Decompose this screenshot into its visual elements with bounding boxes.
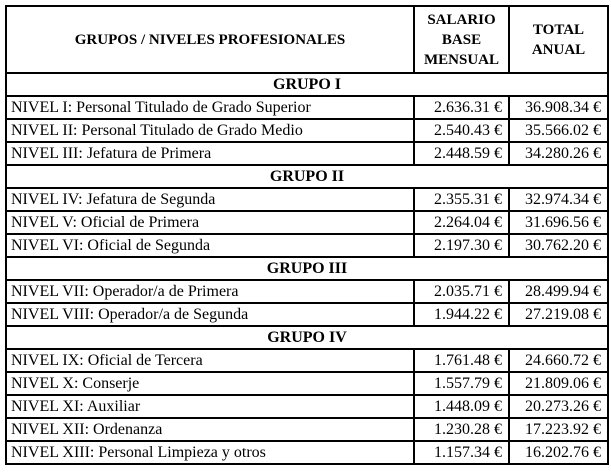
group-header-row: GRUPO I [5, 72, 609, 97]
table-row: NIVEL VII: Operador/a de Primera 2.035.7… [5, 279, 609, 304]
level-cell: NIVEL VI: Oficial de Segunda [5, 233, 415, 258]
level-cell: NIVEL III: Jefatura de Primera [5, 141, 415, 166]
monthly-salary-cell: 1.157.34 € [413, 440, 510, 465]
annual-salary-cell: 17.223.92 € [508, 417, 609, 442]
table-row: NIVEL X: Conserje 1.557.79 € 21.809.06 € [5, 371, 609, 396]
monthly-salary-cell: 1.557.79 € [413, 371, 510, 396]
table-row: NIVEL VI: Oficial de Segunda 2.197.30 € … [5, 233, 609, 258]
table-row: NIVEL IX: Oficial de Tercera 1.761.48 € … [5, 348, 609, 373]
level-cell: NIVEL XIII: Personal Limpieza y otros [5, 440, 415, 465]
level-cell: NIVEL X: Conserje [5, 371, 415, 396]
annual-salary-cell: 20.273.26 € [508, 394, 609, 419]
level-cell: NIVEL VIII: Operador/a de Segunda [5, 302, 415, 327]
monthly-salary-cell: 2.636.31 € [413, 95, 510, 120]
annual-salary-cell: 30.762.20 € [508, 233, 609, 258]
table-row: NIVEL V: Oficial de Primera 2.264.04 € 3… [5, 210, 609, 235]
column-header-grupos-niveles: GRUPOS / NIVELES PROFESIONALES [5, 5, 415, 74]
monthly-salary-cell: 2.540.43 € [413, 118, 510, 143]
monthly-salary-cell: 1.761.48 € [413, 348, 510, 373]
annual-salary-cell: 32.974.34 € [508, 187, 609, 212]
level-cell: NIVEL V: Oficial de Primera [5, 210, 415, 235]
monthly-salary-cell: 1.230.28 € [413, 417, 510, 442]
annual-salary-cell: 27.219.08 € [508, 302, 609, 327]
table-row: NIVEL VIII: Operador/a de Segunda 1.944.… [5, 302, 609, 327]
salary-table: GRUPOS / NIVELES PROFESIONALES SALARIO B… [5, 5, 609, 465]
monthly-salary-cell: 1.448.09 € [413, 394, 510, 419]
column-header-total-anual: TOTAL ANUAL [508, 5, 609, 74]
group-label: GRUPO II [5, 164, 609, 189]
level-cell: NIVEL VII: Operador/a de Primera [5, 279, 415, 304]
annual-salary-cell: 24.660.72 € [508, 348, 609, 373]
level-cell: NIVEL II: Personal Titulado de Grado Med… [5, 118, 415, 143]
monthly-salary-cell: 2.197.30 € [413, 233, 510, 258]
annual-salary-cell: 16.202.76 € [508, 440, 609, 465]
table-row: NIVEL XIII: Personal Limpieza y otros 1.… [5, 440, 609, 465]
group-label: GRUPO III [5, 256, 609, 281]
monthly-salary-cell: 2.264.04 € [413, 210, 510, 235]
annual-salary-cell: 35.566.02 € [508, 118, 609, 143]
table-row: NIVEL III: Jefatura de Primera 2.448.59 … [5, 141, 609, 166]
group-header-row: GRUPO IV [5, 325, 609, 350]
monthly-salary-cell: 1.944.22 € [413, 302, 510, 327]
level-cell: NIVEL XII: Ordenanza [5, 417, 415, 442]
table-row: NIVEL IV: Jefatura de Segunda 2.355.31 €… [5, 187, 609, 212]
annual-salary-cell: 36.908.34 € [508, 95, 609, 120]
annual-salary-cell: 31.696.56 € [508, 210, 609, 235]
group-header-row: GRUPO II [5, 164, 609, 189]
annual-salary-cell: 28.499.94 € [508, 279, 609, 304]
monthly-salary-cell: 2.448.59 € [413, 141, 510, 166]
annual-salary-cell: 34.280.26 € [508, 141, 609, 166]
level-cell: NIVEL I: Personal Titulado de Grado Supe… [5, 95, 415, 120]
level-cell: NIVEL XI: Auxiliar [5, 394, 415, 419]
level-cell: NIVEL IV: Jefatura de Segunda [5, 187, 415, 212]
group-header-row: GRUPO III [5, 256, 609, 281]
monthly-salary-cell: 2.355.31 € [413, 187, 510, 212]
monthly-salary-cell: 2.035.71 € [413, 279, 510, 304]
group-label: GRUPO I [5, 72, 609, 97]
table-row: NIVEL II: Personal Titulado de Grado Med… [5, 118, 609, 143]
group-label: GRUPO IV [5, 325, 609, 350]
annual-salary-cell: 21.809.06 € [508, 371, 609, 396]
column-header-salario-base-mensual: SALARIO BASE MENSUAL [413, 5, 510, 74]
table-row: NIVEL XI: Auxiliar 1.448.09 € 20.273.26 … [5, 394, 609, 419]
level-cell: NIVEL IX: Oficial de Tercera [5, 348, 415, 373]
header-row: GRUPOS / NIVELES PROFESIONALES SALARIO B… [5, 5, 609, 74]
table-row: NIVEL XII: Ordenanza 1.230.28 € 17.223.9… [5, 417, 609, 442]
table-row: NIVEL I: Personal Titulado de Grado Supe… [5, 95, 609, 120]
